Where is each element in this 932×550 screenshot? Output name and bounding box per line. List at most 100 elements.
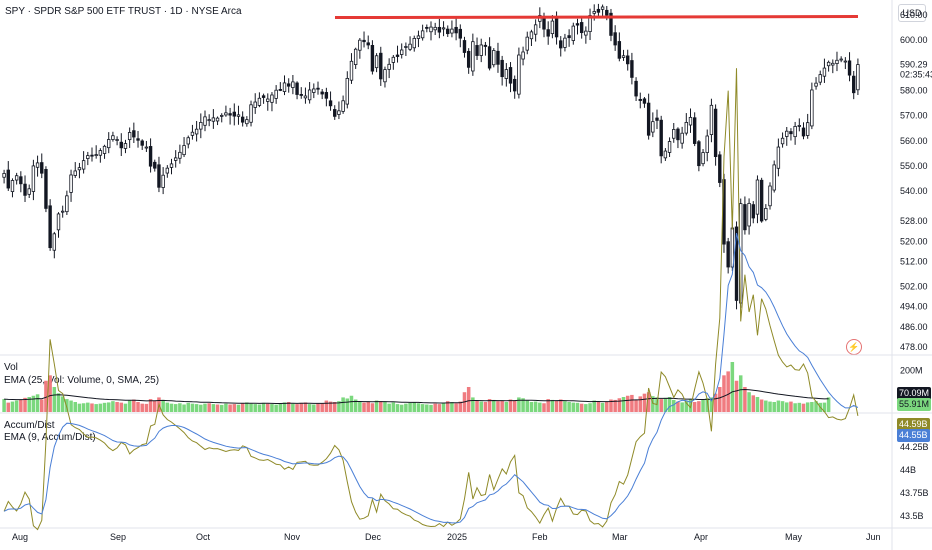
volume-bar (718, 387, 722, 412)
volume-bar (387, 403, 391, 412)
volume-bar (178, 403, 182, 412)
date-tick-label: Aug (12, 532, 28, 542)
volume-ema-label: EMA (25, Vol: Volume, 0, SMA, 25) (4, 375, 160, 386)
candle (697, 141, 701, 167)
volume-bar (747, 392, 751, 412)
volume-bar (203, 403, 207, 412)
volume-bar (332, 402, 337, 412)
volume-bar (722, 375, 726, 412)
volume-bar (60, 396, 65, 412)
volume-bar (713, 393, 718, 412)
volume-bar (86, 402, 90, 412)
volume-tick-label: 200M (900, 365, 923, 375)
candle (475, 45, 479, 56)
volume-bar (35, 394, 40, 412)
candle (14, 175, 19, 181)
candle (362, 39, 366, 43)
candle (588, 15, 592, 33)
volume-bar (127, 400, 132, 412)
price-tick-label: 580.00 (900, 85, 928, 95)
volume-bar (207, 403, 211, 412)
volume-bar (232, 404, 237, 412)
candle (755, 179, 760, 215)
volume-bar (483, 402, 488, 412)
volume-bar (663, 397, 668, 412)
volume-bar (772, 402, 776, 412)
volume-bar (517, 397, 521, 412)
candle (404, 46, 408, 48)
volume-bar (743, 387, 747, 412)
volume-bar (697, 401, 701, 412)
candle (27, 188, 31, 195)
volume-bar (111, 401, 115, 412)
volume-bar (140, 403, 144, 412)
volume-bar (224, 403, 228, 412)
candle (387, 63, 391, 70)
candle (759, 179, 764, 222)
volume-bar (492, 399, 496, 412)
candle (634, 80, 638, 97)
candle (429, 26, 433, 33)
candle (789, 131, 793, 135)
candle (613, 32, 617, 46)
candle (466, 50, 471, 68)
volume-bar (307, 404, 312, 412)
volume-bar (182, 404, 186, 412)
volume-bar (123, 403, 128, 412)
candle (659, 119, 663, 157)
candle (2, 173, 6, 178)
date-tick-label: 2025 (447, 532, 467, 542)
volume-bar (353, 399, 358, 412)
candle (123, 143, 128, 149)
volume-bar (199, 404, 203, 412)
volume-bar (312, 404, 316, 412)
volume-bar (646, 392, 651, 412)
volume-bar (240, 403, 245, 412)
candle (579, 22, 584, 34)
candle (609, 12, 613, 36)
volume-bar (81, 403, 86, 412)
volume-bar (144, 403, 149, 412)
candle (395, 54, 400, 57)
volume-bar (190, 403, 195, 412)
candle (554, 18, 559, 38)
volume-bar (341, 397, 345, 412)
volume-bar (395, 404, 400, 412)
candle (672, 129, 676, 139)
volume-bar (567, 402, 571, 412)
volume-bar (136, 402, 140, 412)
volume-bar (676, 401, 680, 412)
volume-bar (826, 397, 831, 412)
volume-bar (764, 400, 768, 412)
volume-bar (425, 404, 429, 412)
candle (839, 58, 843, 61)
candle (211, 117, 216, 122)
volume-bar (550, 399, 555, 412)
candle (299, 94, 303, 96)
currency-button[interactable]: USD (898, 4, 926, 22)
volume-bar (588, 403, 592, 412)
volume-bar (358, 401, 362, 412)
volume-bar (680, 402, 684, 412)
price-tick-label: 610.00 (900, 10, 928, 20)
ad-ema-tag: 44.55B (897, 429, 930, 442)
volume-bar (391, 402, 396, 412)
candle (525, 36, 529, 51)
ad-pane-title: Accum/Dist (4, 420, 55, 431)
candle (847, 60, 852, 76)
volume-bar (399, 404, 404, 412)
candle (688, 116, 693, 126)
candle (215, 117, 220, 122)
volume-bar (529, 402, 534, 412)
candle (320, 91, 324, 95)
volume-bar (521, 398, 525, 412)
candle (810, 89, 814, 127)
candle (86, 155, 90, 159)
volume-bar (404, 403, 408, 412)
candle (220, 114, 224, 117)
candle (492, 50, 496, 66)
volume-bar (73, 402, 78, 412)
date-tick-label: Feb (532, 532, 548, 542)
volume-bar (299, 402, 304, 412)
